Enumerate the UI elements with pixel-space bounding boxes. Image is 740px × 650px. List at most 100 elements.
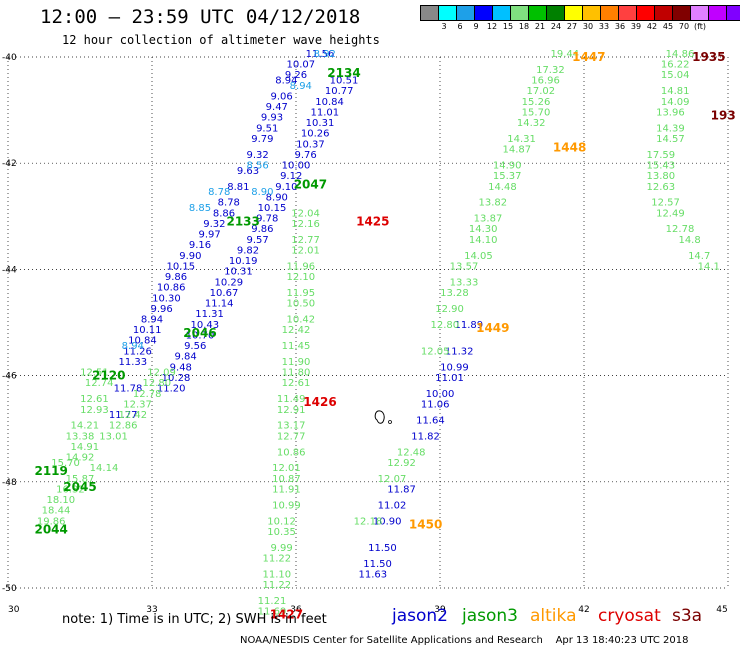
wave-height-value: 15.43: [646, 161, 675, 172]
wave-height-value: 13.57: [450, 261, 479, 272]
wave-height-value: 10.43: [190, 320, 219, 331]
pass-time-label: 2044: [34, 523, 67, 537]
wave-height-value: 12.05: [421, 346, 450, 357]
pass-time-label: 1425: [356, 215, 389, 229]
wave-height-value: 10.30: [152, 293, 181, 304]
color-legend-labels: 3 6 9 12 15 18 21 24 27 30 33 36 39 42 45 70 (ft): [420, 22, 740, 34]
legend-swatch: [528, 5, 547, 21]
wave-height-value: 10.26: [301, 129, 330, 140]
wave-height-value: 12.86: [109, 421, 138, 432]
wave-height-value: 12.04: [291, 208, 320, 219]
wave-height-value: 11.95: [286, 288, 315, 299]
wave-height-value: 11.22: [262, 580, 291, 591]
wave-height-value: 11.45: [282, 341, 311, 352]
wave-height-value: 11.31: [195, 309, 224, 320]
wave-height-value: 12.42: [282, 325, 311, 336]
wave-height-value: 11.01: [435, 373, 464, 384]
wave-height-value: 12.77: [277, 431, 306, 442]
wave-height-value: 12.90: [435, 304, 464, 315]
wave-height-value: 12.78: [666, 224, 695, 235]
pass-time-label: 2047: [294, 177, 327, 191]
wave-height-value: 9.47: [266, 102, 288, 113]
wave-height-value: 10.37: [296, 139, 325, 150]
wave-height-value: 10.28: [162, 373, 191, 384]
wave-height-value: 10.35: [267, 527, 296, 538]
wave-height-value: 10.12: [267, 516, 296, 527]
wave-height-value: 10.99: [440, 362, 469, 373]
lon-tick-label: 42: [578, 605, 589, 615]
wave-height-value: 10.86: [277, 447, 306, 458]
wave-height-value: 11.32: [445, 346, 474, 357]
wave-height-value: 9.26: [285, 70, 307, 81]
wave-height-value: 16.22: [661, 60, 690, 71]
wave-height-value: 12.10: [286, 272, 315, 283]
wave-height-value: 10.51: [330, 76, 359, 87]
wave-height-value: 10.00: [426, 389, 455, 400]
wave-height-value: 11.49: [277, 394, 306, 405]
wave-height-value: 10.31: [224, 267, 253, 278]
wave-height-value: 10.29: [214, 277, 243, 288]
wave-height-value: 9.51: [256, 123, 278, 134]
wave-height-value: 14.90: [493, 161, 522, 172]
wave-height-value: 11.87: [387, 484, 416, 495]
map-subtitle: 12 hour collection of altimeter wave hei…: [62, 33, 380, 47]
wave-height-value: 11.14: [205, 299, 234, 310]
wave-height-value: 12.78: [133, 389, 162, 400]
pass-time-label: 1935: [692, 50, 725, 64]
wave-height-value: 9.57: [246, 235, 268, 246]
wave-height-value: 10.87: [272, 474, 301, 485]
pass-time-label: 1448: [553, 140, 586, 154]
pass-time-label: 193: [711, 108, 736, 122]
wave-height-value: 8.78: [208, 187, 230, 198]
wave-height-value: 10.07: [286, 60, 315, 71]
wave-height-value: 10.70: [186, 330, 215, 341]
wave-height-value: 14.7: [688, 251, 710, 262]
wave-height-value: 16.32: [56, 484, 85, 495]
wave-height-value: 18.10: [46, 495, 75, 506]
wave-height-value: 13.28: [440, 288, 469, 299]
legend-swatch: [600, 5, 619, 21]
wave-height-value: 8.85: [189, 203, 211, 214]
pass-time-label: 2046: [183, 326, 216, 340]
legend-label: 27: [566, 22, 578, 31]
wave-height-value: 10.15: [166, 261, 195, 272]
wave-height-value: 14.91: [70, 442, 99, 453]
wave-height-value: 8.92: [314, 49, 336, 60]
wave-height-value: 19.44: [550, 49, 579, 60]
wave-height-value: 10.00: [282, 161, 311, 172]
legend-label: 15: [502, 22, 514, 31]
wave-height-value: 11.82: [411, 431, 440, 442]
wave-height-value: 11.80: [282, 368, 311, 379]
legend-label: 3: [441, 22, 447, 31]
wave-height-value: 11.22: [262, 553, 291, 564]
pass-time-label: 2045: [63, 480, 96, 494]
wave-height-value: 9.82: [237, 245, 259, 256]
wave-height-value: 14.92: [66, 453, 95, 464]
lat-tick-label: -50: [2, 584, 17, 594]
legend-swatch: [456, 5, 475, 21]
wave-height-value: 17.02: [526, 86, 555, 97]
wave-height-value: 9.96: [150, 304, 172, 315]
legend-label: 18: [518, 22, 530, 31]
wave-height-points: 11.5610.079.268.949.069.479.939.519.799.…: [37, 49, 720, 618]
pass-time-label: 1427: [270, 608, 303, 622]
wave-height-value: 15.70: [51, 458, 80, 469]
lon-tick-label: 45: [716, 605, 727, 615]
lat-tick-label: -46: [2, 372, 17, 382]
wave-height-value: 19.86: [37, 516, 66, 527]
wave-height-value: 18.44: [42, 506, 71, 517]
wave-height-value: 9.99: [270, 543, 292, 554]
wave-height-value: 9.86: [165, 272, 187, 283]
color-legend: [420, 5, 740, 21]
wave-height-value: 8.90: [251, 187, 273, 198]
pass-time-label: 2119: [34, 464, 67, 478]
wave-height-value: 11.20: [157, 384, 186, 395]
wave-height-value: 13.01: [99, 431, 128, 442]
wave-height-value: 8.86: [213, 208, 235, 219]
wave-height-value: 12.77: [291, 235, 320, 246]
wave-height-value: 12.80: [142, 378, 171, 389]
wave-height-value: 10.67: [210, 288, 239, 299]
wave-height-value: 11.64: [416, 415, 445, 426]
legend-swatch: [474, 5, 493, 21]
wave-height-value: 12.48: [397, 447, 426, 458]
